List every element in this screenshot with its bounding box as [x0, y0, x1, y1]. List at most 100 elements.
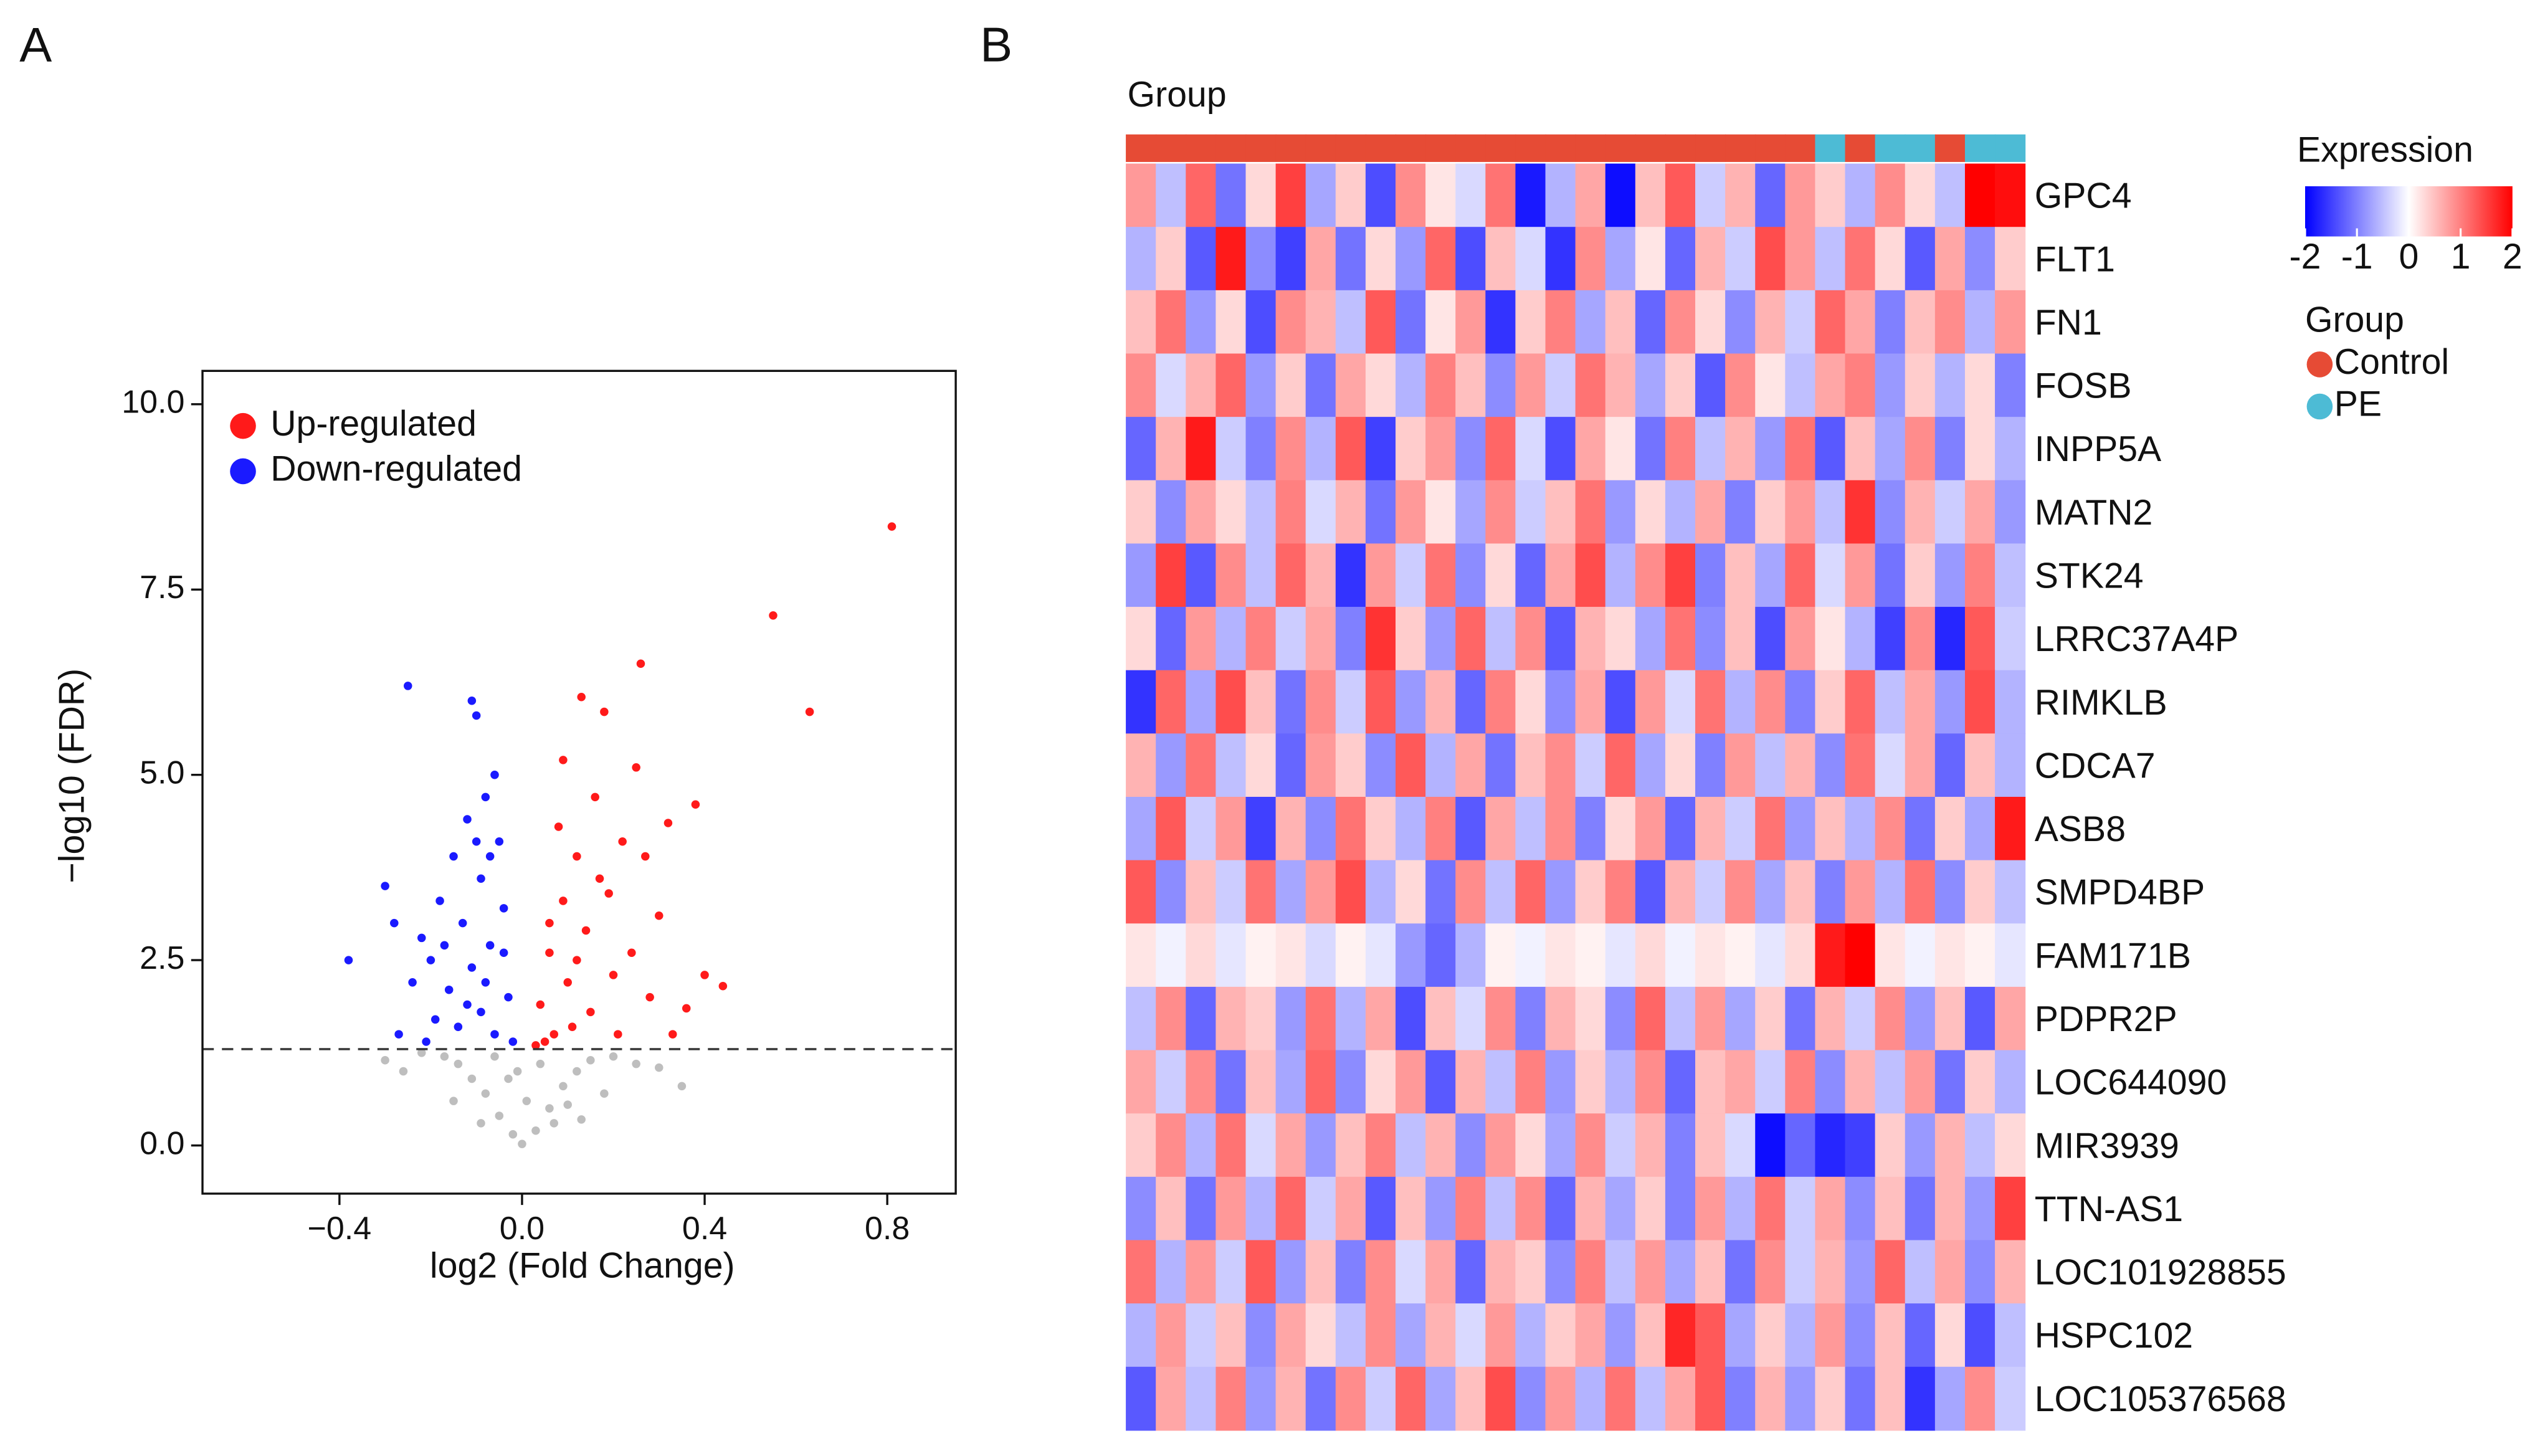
heatmap-cell — [1485, 543, 1516, 608]
heatmap-cell — [1425, 543, 1457, 608]
heatmap-cell — [1875, 733, 1906, 798]
heatmap-cell — [1934, 1113, 1966, 1178]
heatmap-cell — [1545, 417, 1576, 481]
heatmap-cell — [1515, 480, 1546, 545]
heatmap-cell — [1934, 1303, 1966, 1368]
heatmap-cell — [1335, 796, 1366, 861]
heatmap-cell — [1126, 417, 1157, 481]
point — [604, 889, 613, 898]
point — [677, 1082, 687, 1091]
heatmap-cell — [1275, 796, 1306, 861]
heatmap-cell — [1545, 353, 1576, 418]
heatmap-cell — [1275, 1176, 1306, 1241]
heatmap-cell — [1485, 670, 1516, 735]
heatmap-cell — [1365, 1240, 1397, 1305]
heatmap-cell — [1785, 986, 1816, 1051]
heatmap-cell — [1455, 733, 1486, 798]
heatmap-cell — [1335, 670, 1366, 735]
heatmap-cell — [1995, 480, 2026, 545]
group-cell — [1964, 134, 1996, 162]
panel-label: A — [19, 17, 52, 72]
heatmap-cell — [1305, 417, 1336, 481]
heatmap-cell — [1575, 733, 1606, 798]
point — [399, 1067, 408, 1076]
row-label: STK24 — [2035, 556, 2144, 596]
heatmap-cell — [1396, 860, 1427, 925]
heatmap-cell — [1905, 1303, 1936, 1368]
point — [495, 837, 504, 846]
heatmap-cell — [1964, 543, 1996, 608]
heatmap-cell — [1725, 353, 1756, 418]
group-cell — [1575, 134, 1606, 162]
heatmap-cell — [1396, 1050, 1427, 1115]
heatmap-cell — [1964, 227, 1996, 291]
heatmap-cell — [1396, 986, 1427, 1051]
heatmap-cell — [1725, 733, 1756, 798]
row-label: GPC4 — [2035, 176, 2132, 216]
heatmap-cell — [1875, 607, 1906, 671]
heatmap-cell — [1755, 417, 1786, 481]
heatmap-cell — [1725, 1113, 1756, 1178]
point — [463, 1000, 472, 1009]
heatmap-cell — [1845, 290, 1876, 354]
heatmap-cell — [1485, 986, 1516, 1051]
heatmap-cell — [1156, 1176, 1187, 1241]
heatmap-cell — [1755, 923, 1786, 987]
heatmap-cell — [1215, 227, 1247, 291]
heatmap-cell — [1156, 986, 1187, 1051]
colorbar-tick-label: -1 — [2341, 237, 2373, 277]
heatmap-cell — [1665, 607, 1696, 671]
heatmap-cell — [1126, 796, 1157, 861]
heatmap-cell — [1365, 1366, 1397, 1431]
heatmap-cell — [1815, 923, 1846, 987]
point — [577, 693, 586, 702]
heatmap-cell — [1605, 1240, 1636, 1305]
heatmap-cell — [1425, 353, 1457, 418]
heatmap-cell — [1815, 670, 1846, 735]
heatmap-cell — [1755, 1113, 1786, 1178]
point — [568, 1022, 577, 1031]
heatmap-cell — [1275, 860, 1306, 925]
heatmap-cell — [1455, 1050, 1486, 1115]
heatmap-cell — [1365, 860, 1397, 925]
heatmap-cell — [1695, 796, 1726, 861]
heatmap-cell — [1934, 480, 1966, 545]
heatmap-cell — [1575, 163, 1606, 228]
heatmap-cell — [1845, 986, 1876, 1051]
point — [485, 852, 495, 861]
heatmap-cell — [1964, 860, 1996, 925]
heatmap-cell — [1245, 670, 1277, 735]
point — [454, 1022, 463, 1031]
heatmap-cell — [1485, 1176, 1516, 1241]
heatmap-cell — [1875, 1113, 1906, 1178]
point — [458, 918, 467, 928]
heatmap-cell — [1425, 163, 1457, 228]
heatmap-cell — [1455, 543, 1486, 608]
heatmap-cell — [1605, 607, 1636, 671]
heatmap-cell — [1396, 543, 1427, 608]
heatmap-cell — [1934, 1050, 1966, 1115]
heatmap-cell — [1575, 1113, 1606, 1178]
heatmap-cell — [1245, 417, 1277, 481]
heatmap-cell — [1156, 480, 1187, 545]
point — [627, 948, 636, 957]
heatmap-cell — [1785, 1240, 1816, 1305]
heatmap-cell — [1665, 796, 1696, 861]
heatmap-cell — [1365, 1303, 1397, 1368]
point — [600, 707, 609, 716]
point — [440, 941, 449, 950]
heatmap-cell — [1964, 1113, 1996, 1178]
heatmap-cell — [1126, 1303, 1157, 1368]
heatmap-cell — [1515, 1050, 1546, 1115]
heatmap-cell — [1964, 417, 1996, 481]
point — [536, 1059, 545, 1068]
point — [449, 1097, 458, 1105]
heatmap-cell — [1545, 923, 1576, 987]
heatmap-cell — [1156, 1050, 1187, 1115]
heatmap-cell — [1156, 796, 1187, 861]
heatmap-cell — [1665, 353, 1696, 418]
heatmap-cell — [1485, 353, 1516, 418]
heatmap-cell — [1186, 480, 1217, 545]
heatmap-cell — [1425, 733, 1457, 798]
heatmap-cell — [1305, 163, 1336, 228]
